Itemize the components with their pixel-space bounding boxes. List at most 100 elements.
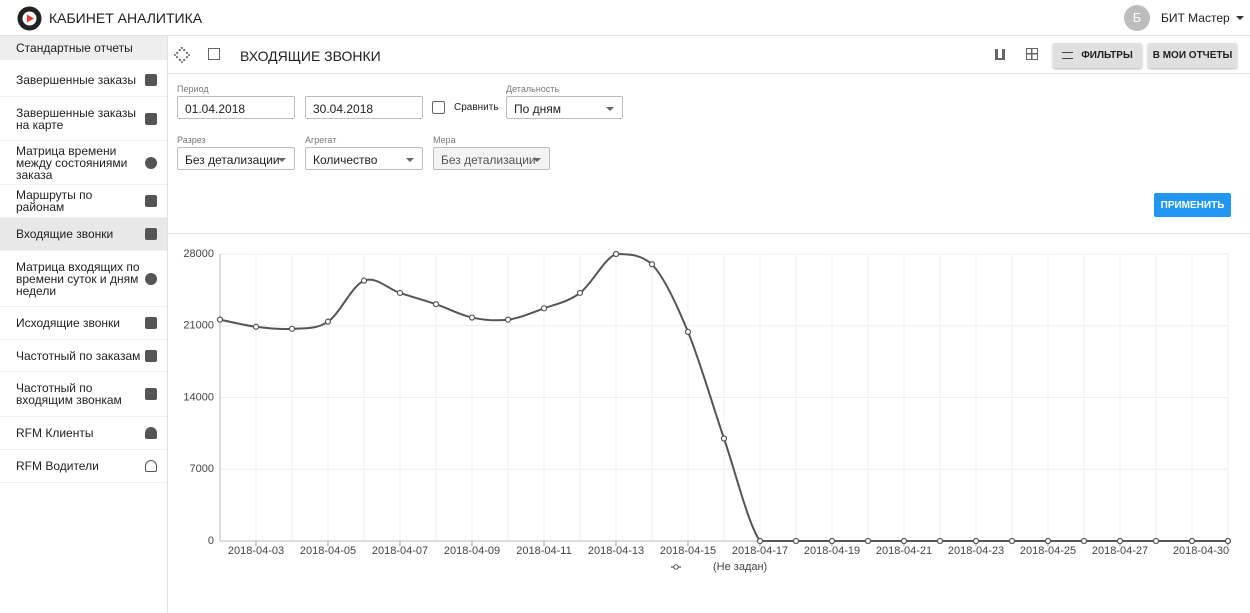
x-tick-label: 2018-04-19 (804, 545, 860, 557)
icon (145, 112, 157, 125)
field-label: Период (177, 84, 209, 94)
menu-item[interactable]: Завершенные заказы на карте (0, 97, 167, 141)
data-point (612, 250, 620, 258)
data-point (1116, 537, 1124, 545)
field-label: Мера (433, 135, 456, 145)
icon (145, 388, 157, 400)
data-point (1188, 537, 1196, 545)
table-view-icon[interactable] (1026, 48, 1038, 60)
x-tick-label: 2018-04-30 (1173, 545, 1229, 557)
menu-label: Маршруты по районам (16, 188, 93, 214)
data-point (1044, 537, 1052, 545)
icon (145, 317, 157, 329)
data-point (1008, 537, 1016, 545)
move-icon[interactable] (173, 46, 191, 64)
date-input[interactable]: 01.04.2018 (177, 96, 295, 119)
menu-item[interactable]: RFM Клиенты (0, 417, 167, 450)
menu-label: Завершенные заказы (16, 73, 137, 87)
measure-select[interactable]: Без детализации (433, 147, 550, 170)
x-tick-label: 2018-04-05 (300, 545, 356, 557)
toolbar: ВХОДЯЩИЕ ЗВОНКИ ФИЛЬТРЫ В МОИ ОТЧЕТЫ (168, 36, 1250, 74)
menu-item[interactable]: RFM Водители (0, 450, 167, 483)
menu-label: Частотный по заказам (16, 348, 141, 363)
data-point (576, 289, 584, 297)
user-menu-arrow[interactable] (1236, 16, 1244, 24)
chart-view-icon[interactable] (995, 49, 1005, 60)
data-point (252, 323, 260, 330)
checkbox-label: Сравнить (454, 102, 499, 113)
menu-label: RFM Водители (16, 459, 99, 473)
x-tick-label: 2018-04-23 (948, 545, 1004, 557)
app-title: КАБИНЕТ АНАЛИТИКА (49, 10, 203, 26)
menu-label: Входящие звонки (16, 227, 114, 241)
open-icon[interactable] (208, 48, 220, 60)
icon (145, 228, 157, 240)
icon (145, 156, 157, 169)
data-point (1080, 537, 1088, 545)
avatar[interactable]: Б (1124, 5, 1150, 31)
y-tick-label: 21000 (183, 320, 214, 332)
x-tick-label: 2018-04-17 (732, 545, 788, 557)
data-point (648, 261, 656, 268)
compare-checkbox[interactable] (432, 101, 445, 114)
data-point (1152, 537, 1160, 545)
data-point (792, 537, 800, 545)
menu-item[interactable]: Завершенные заказы (0, 64, 167, 97)
data-point (720, 435, 728, 442)
menu-label: RFM Клиенты (16, 426, 94, 440)
data-point (864, 537, 872, 545)
menu-label: Частотный по входящим звонкам (16, 381, 122, 407)
menu-label: Матрица входящих по времени суток и дням… (16, 259, 140, 298)
icon (145, 460, 157, 472)
x-tick-label: 2018-04-09 (444, 545, 500, 557)
y-tick-label: 0 (208, 535, 214, 547)
apply-button[interactable]: ПРИМЕНИТЬ (1154, 193, 1231, 217)
aggregate-select[interactable]: Количество (305, 147, 423, 170)
data-point (756, 537, 764, 545)
filters-button[interactable]: ФИЛЬТРЫ (1053, 43, 1142, 68)
data-point (324, 318, 332, 325)
x-tick-label: 2018-04-25 (1020, 545, 1076, 557)
data-point (360, 277, 368, 284)
x-tick-label: 2018-04-13 (588, 545, 644, 557)
y-tick-label: 14000 (183, 391, 214, 403)
icon (145, 74, 157, 86)
menu-label: Завершенные заказы на карте (16, 105, 137, 132)
field-label: Агрегат (305, 135, 337, 145)
data-point (1224, 537, 1232, 545)
x-tick-label: 2018-04-11 (516, 545, 571, 557)
report-title: ВХОДЯЩИЕ ЗВОНКИ (240, 48, 381, 64)
field-label: Разрез (177, 135, 206, 145)
field-label: Детальность (506, 84, 560, 94)
menu-item[interactable]: Частотный по входящим звонкам (0, 372, 167, 417)
data-point (468, 314, 476, 321)
x-tick-label: 2018-04-15 (660, 545, 716, 557)
data-point (432, 301, 440, 308)
y-tick-label: 7000 (190, 463, 214, 475)
sidebar: Стандартные отчеты Завершенные заказы За… (0, 36, 168, 613)
x-tick-label: 2018-04-07 (372, 545, 428, 557)
header: КАБИНЕТ АНАЛИТИКА Б БИТ Мастер (0, 0, 1250, 36)
filter-icon (1062, 52, 1074, 59)
data-point (900, 537, 908, 545)
data-point (216, 316, 224, 323)
user-name[interactable]: БИТ Мастер (1161, 11, 1230, 25)
icon (145, 272, 157, 285)
detail-select[interactable]: По дням (506, 96, 623, 119)
menu-item[interactable]: Исходящие звонки (0, 307, 167, 340)
icon (145, 349, 157, 362)
menu-item-active[interactable]: Входящие звонки (0, 218, 167, 251)
slice-select[interactable]: Без детализации (177, 147, 295, 170)
menu-item[interactable]: Матрица входящих по времени суток и дням… (0, 251, 167, 307)
data-point (936, 537, 944, 545)
menu-item[interactable]: Частотный по заказам (0, 340, 167, 372)
menu-item[interactable]: Маршруты по районам (0, 185, 167, 218)
legend-marker (673, 564, 679, 570)
menu-label: Матрица времени между состояниями заказа (16, 143, 128, 182)
my-reports-button[interactable]: В МОИ ОТЧЕТЫ (1148, 43, 1237, 68)
menu-item[interactable]: Матрица времени между состояниями заказа (0, 141, 167, 185)
menu-label: Исходящие звонки (16, 316, 120, 330)
date-input[interactable]: 30.04.2018 (305, 96, 423, 119)
icon (145, 195, 157, 207)
